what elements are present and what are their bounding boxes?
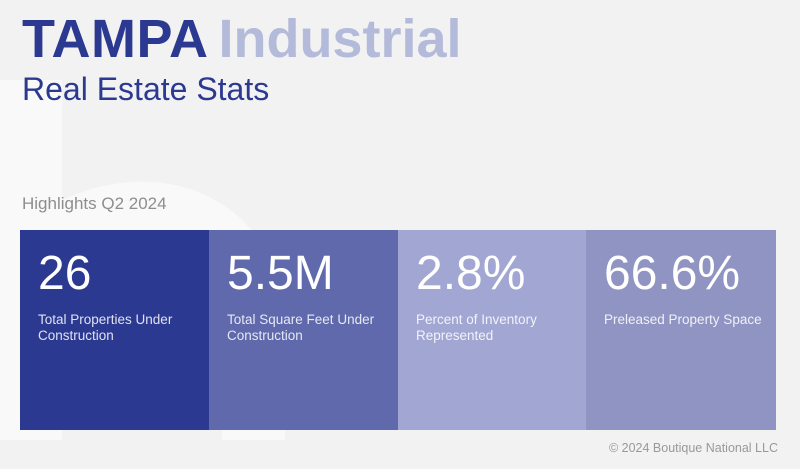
stat-value: 66.6% <box>604 247 741 300</box>
stat-card-properties: 26 Total Properties Under Construction <box>20 230 209 430</box>
stat-label: Preleased Property Space <box>604 312 762 327</box>
stat-label: Total Properties Under Construction <box>38 312 173 343</box>
section-label: Highlights Q2 2024 <box>22 194 167 213</box>
stat-card-preleased: 66.6% Preleased Property Space <box>586 230 776 430</box>
stat-value: 26 <box>38 247 92 300</box>
stats-row: 26 Total Properties Under Construction 5… <box>20 230 776 430</box>
title-city: TAMPA <box>22 9 209 69</box>
stat-card-inventory: 2.8% Percent of Inventory Represented <box>398 230 586 430</box>
stat-value: 5.5M <box>227 247 334 300</box>
stat-value: 2.8% <box>416 247 526 300</box>
page-title: TAMPA Industrial <box>22 12 462 66</box>
copyright-footer: © 2024 Boutique National LLC <box>608 441 778 455</box>
stat-card-square-feet: 5.5M Total Square Feet Under Constructio… <box>209 230 398 430</box>
page-subtitle: Real Estate Stats <box>22 71 270 107</box>
stat-label: Percent of Inventory Represented <box>416 312 537 343</box>
stat-label: Total Square Feet Under Construction <box>227 312 375 343</box>
title-sector: Industrial <box>218 9 462 69</box>
